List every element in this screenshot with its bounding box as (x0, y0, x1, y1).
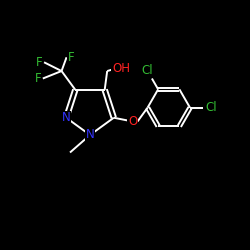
Text: F: F (36, 56, 43, 69)
Text: Cl: Cl (142, 64, 153, 78)
Text: N: N (86, 128, 94, 141)
Text: Cl: Cl (206, 101, 217, 114)
Text: OH: OH (112, 62, 130, 75)
Text: O: O (128, 115, 137, 128)
Text: F: F (68, 51, 74, 64)
Text: N: N (62, 111, 70, 124)
Text: F: F (35, 72, 42, 85)
